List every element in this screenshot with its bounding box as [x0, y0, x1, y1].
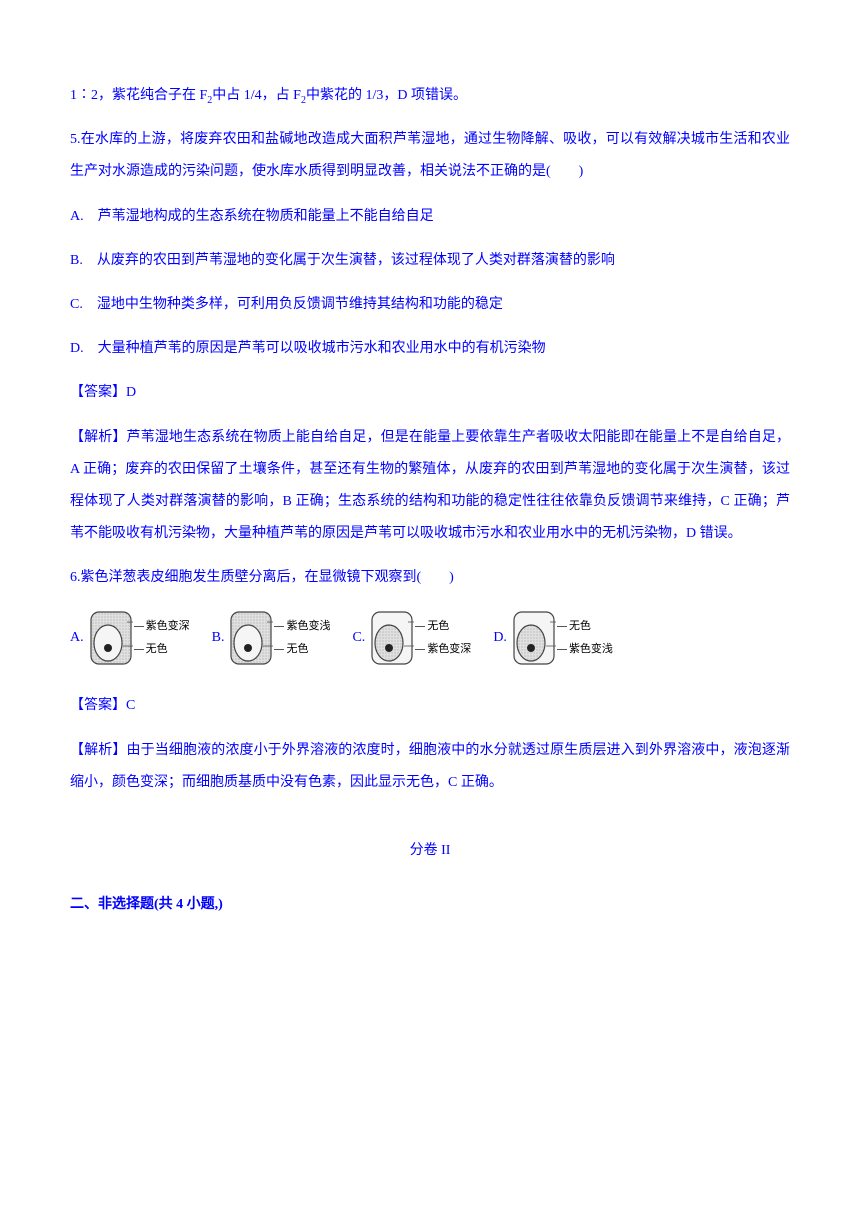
- q5-analysis-text: 芦苇湿地生态系统在物质上能自给自足，但是在能量上要依靠生产者吸收太阳能即在能量上…: [70, 430, 790, 542]
- q6-options-row: A. 紫色变深 无色 B. 紫色变浅 无色 C.: [70, 610, 790, 666]
- q6-answer: 【答案】C: [70, 690, 790, 722]
- diagram-bottom-label: 紫色变浅: [557, 642, 613, 657]
- section-2-title: 分卷 II: [70, 839, 790, 859]
- analysis-label: 【解析】: [70, 743, 126, 758]
- cell-diagram: [89, 610, 133, 666]
- diagram-labels: 紫色变深 无色: [134, 615, 190, 661]
- diagram-top-label: 紫色变深: [134, 619, 190, 634]
- diagram-top-label: 无色: [415, 619, 471, 634]
- section-2-heading: 二、非选择题(共 4 小题,): [70, 889, 790, 921]
- option-letter: C.: [352, 630, 365, 646]
- diagram-labels: 无色 紫色变浅: [557, 615, 613, 661]
- cell-diagram: [229, 610, 273, 666]
- option-letter: B.: [212, 630, 225, 646]
- prev-question-fragment: 1∶2，紫花纯合子在 F2中占 1/4，占 F2中紫花的 1/3，D 项错误。: [70, 80, 790, 112]
- q5-option-a: A. 芦苇湿地构成的生态系统在物质和能量上不能自给自足: [70, 201, 790, 233]
- diagram-labels: 无色 紫色变深: [415, 615, 471, 661]
- q5-stem: 5.在水库的上游，将废弃农田和盐碱地改造成大面积芦苇湿地，通过生物降解、吸收，可…: [70, 124, 790, 188]
- cell-diagram: [370, 610, 414, 666]
- diagram-labels: 紫色变浅 无色: [274, 615, 330, 661]
- diagram-top-label: 无色: [557, 619, 613, 634]
- option-letter: A.: [70, 630, 84, 646]
- q6-stem: 6.紫色洋葱表皮细胞发生质壁分离后，在显微镜下观察到( ): [70, 562, 790, 594]
- analysis-label: 【解析】: [70, 430, 126, 445]
- q5-analysis: 【解析】芦苇湿地生态系统在物质上能自给自足，但是在能量上要依靠生产者吸收太阳能即…: [70, 422, 790, 551]
- diagram-top-label: 紫色变浅: [274, 619, 330, 634]
- diagram-bottom-label: 无色: [274, 642, 330, 657]
- q5-option-d: D. 大量种植芦苇的原因是芦苇可以吸收城市污水和农业用水中的有机污染物: [70, 333, 790, 365]
- q5-option-c: C. 湿地中生物种类多样，可利用负反馈调节维持其结构和功能的稳定: [70, 289, 790, 321]
- diagram-bottom-label: 无色: [134, 642, 190, 657]
- diagram-bottom-label: 紫色变深: [415, 642, 471, 657]
- q6-analysis: 【解析】由于当细胞液的浓度小于外界溶液的浓度时，细胞液中的水分就透过原生质层进入…: [70, 735, 790, 799]
- option-letter: D.: [493, 630, 507, 646]
- q6-analysis-text: 由于当细胞液的浓度小于外界溶液的浓度时，细胞液中的水分就透过原生质层进入到外界溶…: [70, 743, 790, 790]
- q5-option-b: B. 从废弃的农田到芦苇湿地的变化属于次生演替，该过程体现了人类对群落演替的影响: [70, 245, 790, 277]
- cell-diagram: [512, 610, 556, 666]
- q5-answer: 【答案】D: [70, 377, 790, 409]
